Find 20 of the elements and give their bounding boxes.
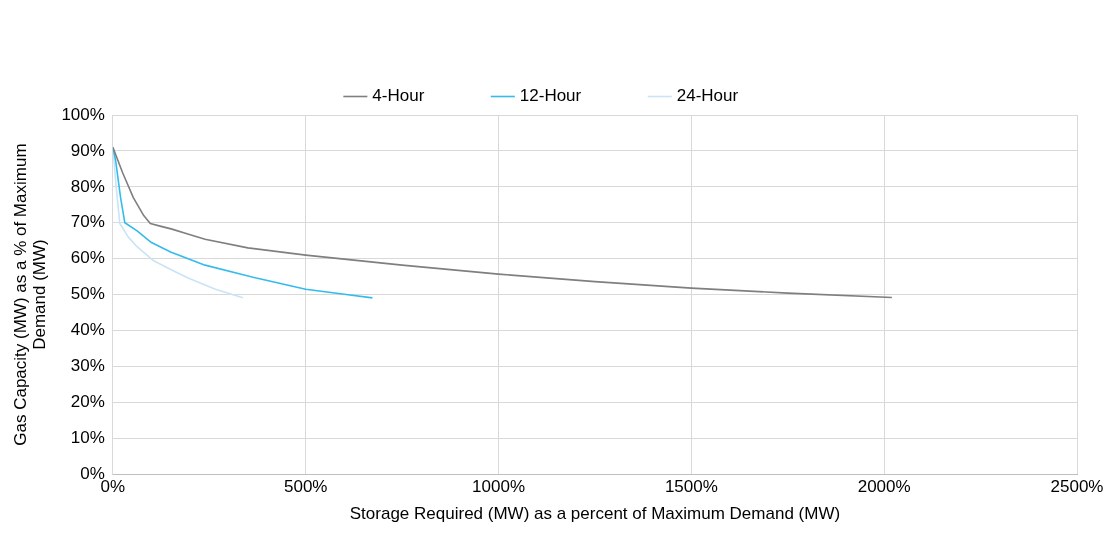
legend-label: 12-Hour	[519, 86, 582, 106]
legend-label: 24-Hour	[676, 86, 739, 106]
x-tick-label: 2000%	[857, 477, 911, 497]
y-tick-label: 70%	[70, 212, 105, 232]
y-tick-label: 20%	[70, 392, 105, 412]
x-tick-label: 2500%	[1050, 477, 1104, 497]
y-tick-label: 30%	[70, 356, 105, 376]
y-tick-label: 80%	[70, 176, 105, 196]
x-axis-title: Storage Required (MW) as a percent of Maximum Demand (MW)	[349, 504, 841, 524]
y-tick-label: 50%	[70, 284, 105, 304]
y-tick-label: 90%	[70, 140, 105, 160]
y-tick-label: 100%	[61, 104, 105, 124]
y-tick-label: 10%	[70, 427, 105, 447]
legend-label: 4-Hour	[372, 86, 425, 106]
x-tick-label: 1000%	[472, 477, 525, 497]
y-tick-label: 60%	[70, 248, 105, 268]
y-axis-title: Gas Capacity (MW) as a % of Maximum Demand (MW)	[11, 143, 49, 446]
x-tick-label: 1500%	[664, 477, 718, 497]
x-tick-label: 500%	[283, 477, 328, 497]
y-tick-label: 40%	[70, 320, 105, 340]
